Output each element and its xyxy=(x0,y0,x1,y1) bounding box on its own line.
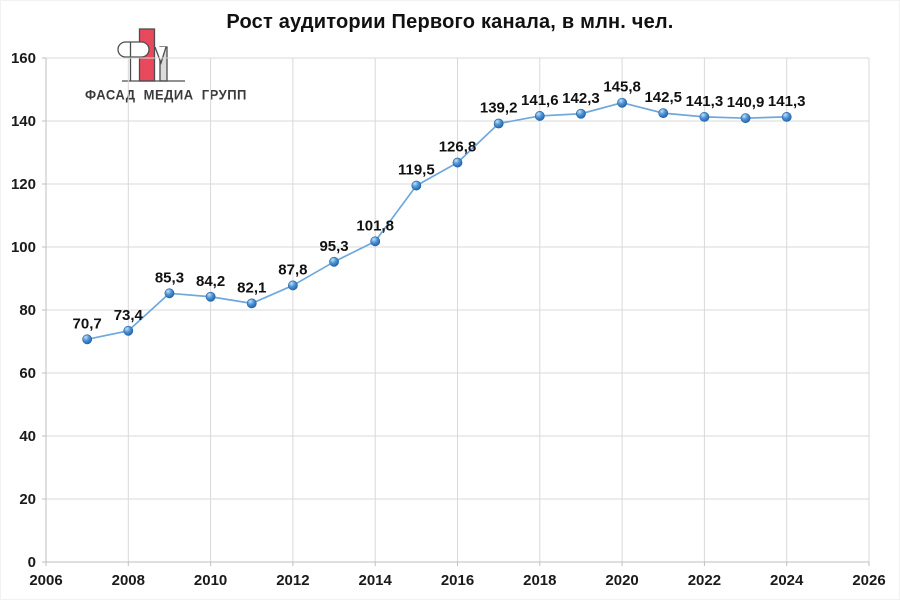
x-tick-label: 2014 xyxy=(359,572,393,589)
x-tick-label: 2016 xyxy=(441,572,474,589)
data-point-label: 87,8 xyxy=(278,261,307,278)
data-point-marker xyxy=(205,291,216,302)
data-point-label: 82,1 xyxy=(237,279,266,296)
x-tick-label: 2022 xyxy=(688,572,721,589)
y-tick-label: 40 xyxy=(19,428,36,445)
y-tick-label: 80 xyxy=(19,302,36,319)
data-point-marker xyxy=(534,111,545,121)
data-point-marker xyxy=(82,334,93,345)
y-tick-label: 100 xyxy=(11,239,36,256)
data-point-marker xyxy=(576,108,586,119)
data-point-label: 141,6 xyxy=(521,92,559,109)
logo-m-flag xyxy=(155,47,166,63)
logo-text: ФАСАД МЕДИА ГРУПП xyxy=(85,86,247,103)
data-point-label: 70,7 xyxy=(73,315,102,332)
x-tick-label: 2010 xyxy=(194,572,227,589)
data-point-marker xyxy=(452,157,463,168)
data-point-label: 119,5 xyxy=(398,162,435,179)
y-tick-label: 160 xyxy=(11,50,36,67)
y-tick-label: 0 xyxy=(28,554,36,571)
data-point-label: 141,3 xyxy=(686,93,724,110)
logo: ФАСАД МЕДИА ГРУПП xyxy=(85,27,247,103)
data-point-marker xyxy=(617,97,627,108)
logo-pill xyxy=(117,41,150,58)
data-point-label: 95,3 xyxy=(319,238,348,255)
fasad-media-group-logo-icon xyxy=(117,28,185,82)
x-tick-label: 2006 xyxy=(29,572,62,589)
data-point-marker xyxy=(493,118,504,129)
x-tick-label: 2018 xyxy=(523,572,556,589)
data-point-marker xyxy=(411,180,422,191)
data-point-marker xyxy=(781,112,792,122)
data-point-marker xyxy=(123,325,134,336)
x-tick-label: 2024 xyxy=(770,572,804,589)
data-point-label: 85,3 xyxy=(155,269,184,286)
x-tick-label: 2012 xyxy=(276,572,309,589)
data-point-label: 101,8 xyxy=(356,217,394,234)
y-tick-label: 20 xyxy=(19,491,36,508)
data-point-label: 126,8 xyxy=(439,139,477,156)
x-tick-label: 2008 xyxy=(112,572,145,589)
x-tick-label: 2020 xyxy=(605,572,638,589)
data-point-label: 84,2 xyxy=(196,273,225,290)
logo-m-flag-outline xyxy=(154,46,167,66)
data-point-label: 139,2 xyxy=(480,100,518,117)
data-point-label: 142,3 xyxy=(562,90,600,107)
data-point-label: 142,5 xyxy=(644,89,682,106)
data-point-marker xyxy=(370,236,381,247)
chart-title: Рост аудитории Первого канала, в млн. че… xyxy=(226,11,674,33)
x-tick-label: 2026 xyxy=(852,572,885,589)
data-point-marker xyxy=(740,113,751,124)
data-point-marker xyxy=(164,288,175,299)
data-point-label: 73,4 xyxy=(114,307,144,324)
data-point-marker xyxy=(287,280,298,291)
data-point-label: 140,9 xyxy=(727,94,765,111)
data-point-label: 141,3 xyxy=(768,93,806,110)
y-tick-label: 120 xyxy=(11,176,36,193)
y-tick-label: 60 xyxy=(19,365,36,382)
data-point-marker xyxy=(699,112,710,122)
data-point-marker xyxy=(658,108,669,119)
series-line xyxy=(86,101,787,341)
data-point-marker xyxy=(329,256,339,267)
data-point-label: 145,8 xyxy=(603,79,641,96)
y-tick-label: 140 xyxy=(11,113,36,130)
data-point-marker xyxy=(246,298,257,309)
